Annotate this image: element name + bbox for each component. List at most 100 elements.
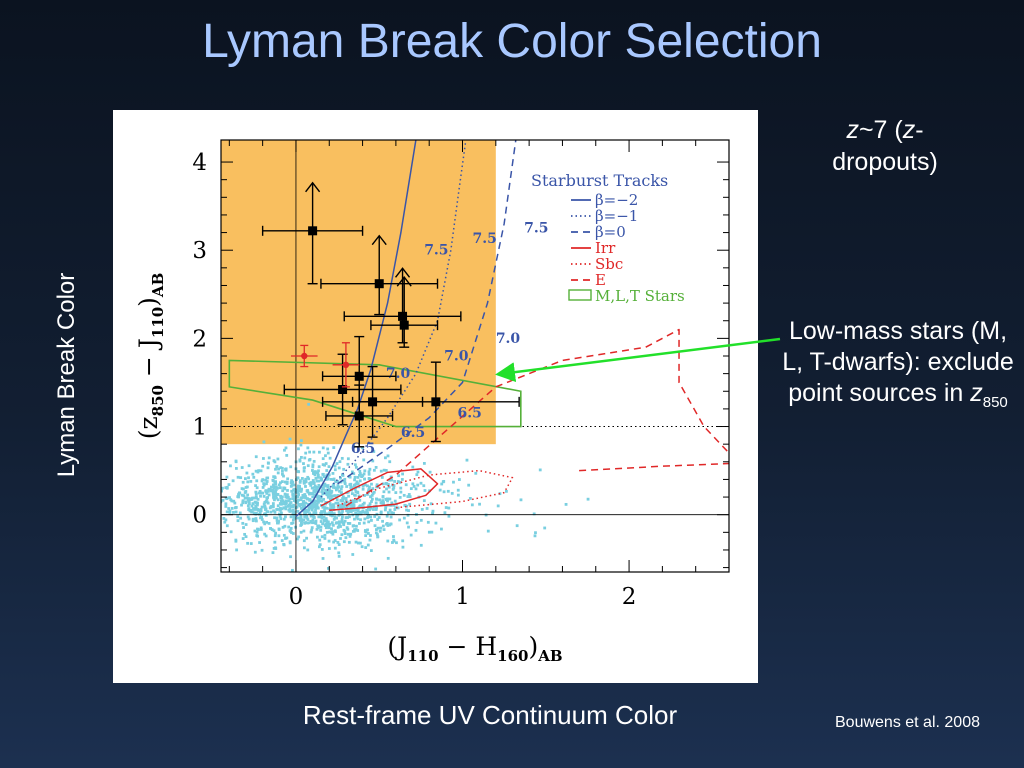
field-galaxy-point bbox=[321, 457, 325, 461]
field-galaxy-point bbox=[260, 518, 264, 521]
field-galaxy-point bbox=[337, 554, 341, 558]
field-galaxy-point bbox=[356, 517, 360, 521]
field-galaxy-point bbox=[257, 491, 261, 495]
field-galaxy-point bbox=[361, 487, 365, 491]
field-galaxy-point bbox=[328, 522, 332, 526]
field-galaxy-point bbox=[276, 521, 280, 525]
field-galaxy-point bbox=[328, 530, 332, 534]
field-galaxy-point bbox=[256, 503, 259, 507]
field-galaxy-point bbox=[262, 483, 266, 487]
field-galaxy-point bbox=[308, 512, 312, 516]
field-galaxy-point bbox=[290, 489, 294, 493]
field-galaxy-point bbox=[332, 505, 336, 509]
field-galaxy-point bbox=[272, 496, 276, 500]
field-galaxy-point bbox=[456, 488, 460, 492]
field-galaxy-point bbox=[409, 487, 413, 491]
field-galaxy-point bbox=[229, 530, 233, 534]
field-galaxy-point bbox=[456, 493, 460, 497]
field-galaxy-point bbox=[213, 524, 216, 527]
field-galaxy-point bbox=[348, 522, 352, 525]
field-galaxy-point bbox=[177, 491, 180, 494]
x-tick-label: 1 bbox=[455, 584, 470, 610]
field-galaxy-point bbox=[323, 506, 327, 509]
low-mass-stars-text: Low-mass stars (M, L, T-dwarfs): exclude… bbox=[782, 317, 1014, 407]
field-galaxy-point bbox=[221, 486, 224, 490]
field-galaxy-point bbox=[356, 490, 360, 494]
field-galaxy-point bbox=[250, 504, 254, 508]
field-galaxy-point bbox=[376, 526, 380, 530]
field-galaxy-point bbox=[325, 492, 328, 496]
field-galaxy-point bbox=[354, 511, 358, 515]
field-galaxy-point bbox=[407, 493, 411, 496]
field-galaxy-point bbox=[326, 451, 330, 455]
field-galaxy-point bbox=[447, 506, 451, 510]
field-galaxy-point bbox=[247, 497, 251, 500]
field-galaxy-point bbox=[346, 457, 350, 461]
field-galaxy-point bbox=[351, 500, 355, 504]
field-galaxy-point bbox=[411, 465, 415, 469]
field-galaxy-point bbox=[234, 506, 237, 510]
field-galaxy-point bbox=[343, 482, 347, 486]
field-galaxy-point bbox=[279, 511, 283, 515]
field-galaxy-point bbox=[376, 535, 380, 539]
field-galaxy-point bbox=[272, 546, 276, 550]
field-galaxy-point bbox=[259, 494, 262, 498]
field-galaxy-point bbox=[532, 512, 536, 516]
field-galaxy-point bbox=[256, 470, 260, 474]
field-galaxy-point bbox=[400, 478, 404, 481]
field-galaxy-point bbox=[422, 499, 426, 503]
field-galaxy-point bbox=[311, 463, 315, 467]
field-galaxy-point bbox=[321, 472, 325, 476]
field-galaxy-point bbox=[367, 476, 371, 480]
field-galaxy-point bbox=[291, 494, 295, 497]
field-galaxy-point bbox=[254, 492, 258, 496]
field-galaxy-point bbox=[291, 568, 294, 572]
field-galaxy-point bbox=[255, 486, 259, 490]
field-galaxy-point bbox=[251, 502, 255, 506]
legend-entry-label: β=0 bbox=[595, 223, 626, 241]
field-galaxy-point bbox=[230, 506, 234, 510]
field-galaxy-point bbox=[221, 489, 223, 492]
candidate bbox=[370, 276, 439, 348]
field-galaxy-point bbox=[356, 529, 360, 532]
field-galaxy-point bbox=[274, 485, 278, 489]
field-galaxy-point bbox=[259, 528, 263, 531]
field-galaxy-point bbox=[322, 515, 326, 519]
field-galaxy-point bbox=[353, 463, 357, 467]
field-galaxy-point bbox=[295, 490, 299, 494]
field-galaxy-point bbox=[306, 521, 309, 525]
field-galaxy-point bbox=[159, 529, 162, 532]
field-galaxy-point bbox=[238, 491, 242, 495]
field-galaxy-point bbox=[349, 482, 353, 486]
field-galaxy-point bbox=[350, 470, 354, 474]
field-galaxy-point bbox=[341, 495, 345, 499]
field-galaxy-point bbox=[328, 487, 331, 491]
field-galaxy-point bbox=[244, 535, 248, 539]
field-galaxy-point bbox=[431, 509, 435, 513]
field-galaxy-point bbox=[486, 529, 490, 533]
field-galaxy-point bbox=[142, 504, 145, 507]
field-galaxy-point bbox=[533, 534, 537, 538]
field-galaxy-point bbox=[330, 531, 334, 535]
field-galaxy-point bbox=[203, 493, 206, 496]
color-color-plot: 7.57.57.57.07.07.06.56.56.50 1 201234(J110… bbox=[134, 139, 730, 665]
field-galaxy-point bbox=[309, 530, 313, 534]
selection-region bbox=[221, 140, 496, 445]
field-galaxy-point bbox=[267, 487, 271, 491]
field-galaxy-point bbox=[331, 472, 335, 475]
field-galaxy-point bbox=[298, 504, 302, 508]
field-galaxy-point bbox=[300, 455, 303, 459]
field-galaxy-point bbox=[232, 576, 235, 579]
field-galaxy-point bbox=[354, 465, 358, 469]
field-galaxy-point bbox=[228, 496, 231, 500]
field-galaxy-point bbox=[272, 529, 276, 533]
field-galaxy-point bbox=[344, 498, 348, 502]
field-galaxy-point bbox=[234, 460, 238, 464]
field-galaxy-point bbox=[407, 509, 410, 512]
field-galaxy-point bbox=[265, 476, 269, 480]
field-galaxy-point bbox=[254, 455, 258, 459]
field-galaxy-point bbox=[292, 483, 296, 487]
field-galaxy-point bbox=[337, 510, 341, 514]
field-galaxy-point bbox=[313, 503, 317, 506]
field-galaxy-point bbox=[361, 503, 365, 506]
